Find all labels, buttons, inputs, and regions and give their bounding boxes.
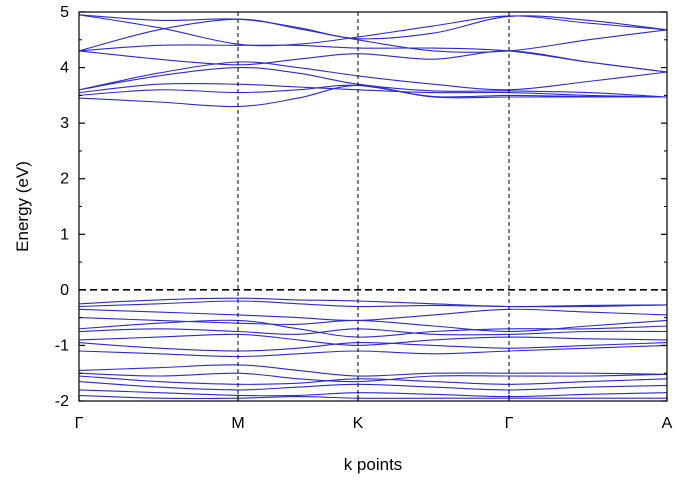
- y-axis-label: Energy (eV): [13, 161, 32, 252]
- band-line-12: [78, 308, 668, 322]
- band-line-18: [78, 344, 668, 358]
- band-line-23: [78, 389, 668, 398]
- band-lines: [78, 14, 668, 400]
- high-symmetry-lines: [237, 12, 510, 401]
- x-tick-label: Γ: [505, 415, 514, 432]
- x-axis-label: k points: [344, 455, 403, 474]
- band-line-16: [78, 333, 668, 346]
- y-tick-label: 2: [60, 171, 69, 188]
- band-line-3: [78, 44, 668, 73]
- band-line-15: [78, 328, 668, 336]
- band-line-19: [78, 364, 668, 377]
- x-tick-label: Γ: [75, 415, 84, 432]
- band-line-17: [78, 342, 668, 352]
- y-tick-label: 4: [60, 60, 69, 77]
- y-tick-label: -1: [55, 337, 69, 354]
- band-line-24: [78, 394, 667, 400]
- band-line-10: [78, 297, 668, 308]
- y-tick-label: 3: [60, 115, 69, 132]
- y-tick-label: -2: [55, 393, 69, 410]
- band-line-20: [78, 372, 668, 383]
- band-line-21: [78, 375, 668, 385]
- y-tick-label: 1: [60, 226, 69, 243]
- x-tick-label: M: [231, 415, 244, 432]
- y-axis-ticks: -2 -1 0 1 2 3 4 5: [55, 4, 667, 410]
- band-line-22: [78, 381, 668, 391]
- band-line-2: [78, 18, 668, 53]
- y-tick-label: 5: [60, 4, 69, 21]
- y-tick-label: 0: [60, 282, 69, 299]
- band-line-4: [78, 50, 668, 73]
- band-line-1: [78, 14, 668, 40]
- x-tick-label: A: [662, 415, 673, 432]
- x-tick-label: K: [353, 415, 364, 432]
